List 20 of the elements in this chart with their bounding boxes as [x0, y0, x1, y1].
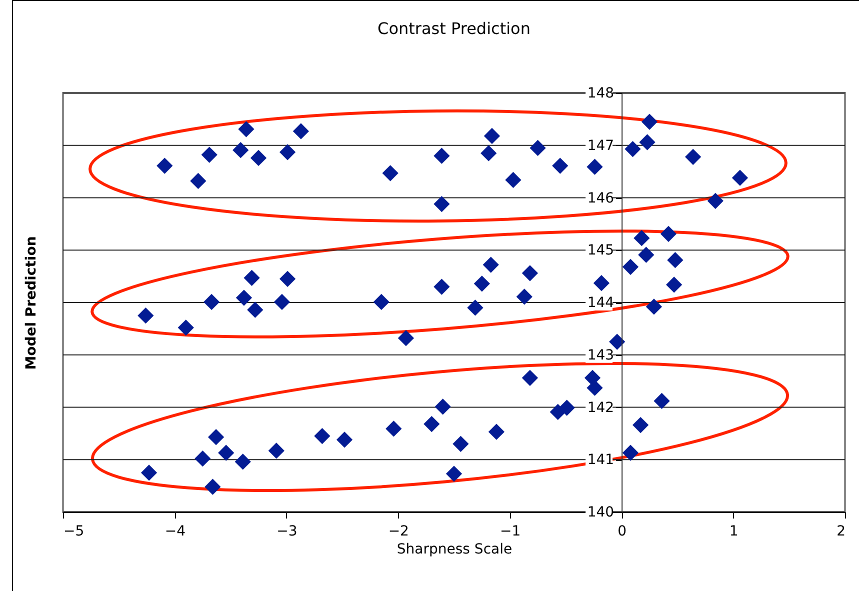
x-tick-label: −1 — [500, 524, 521, 540]
x-axis-title: Sharpness Scale — [396, 542, 512, 558]
x-tick-label: 2 — [836, 524, 846, 540]
y-tick-label: 140 — [587, 504, 614, 520]
y-tick-label: 144 — [587, 295, 614, 311]
y-tick-label: 145 — [587, 242, 614, 259]
x-tick-label: −5 — [64, 524, 84, 540]
y-tick-label: 148 — [587, 86, 614, 102]
y-tick-label: 146 — [587, 190, 614, 206]
x-tick-label: 1 — [729, 524, 738, 540]
y-axis-title: Model Prediction — [24, 236, 40, 370]
y-tick-label: 143 — [587, 347, 614, 364]
x-tick-label: −3 — [276, 524, 298, 540]
chart-title: Contrast Prediction — [378, 19, 530, 38]
x-tick-label: −4 — [164, 524, 186, 540]
y-tick-label: 142 — [587, 400, 614, 416]
x-tick-label: 0 — [618, 524, 627, 540]
y-tick-label: 141 — [587, 452, 614, 468]
y-tick-label: 147 — [587, 138, 614, 154]
x-tick-label: −2 — [388, 524, 409, 540]
